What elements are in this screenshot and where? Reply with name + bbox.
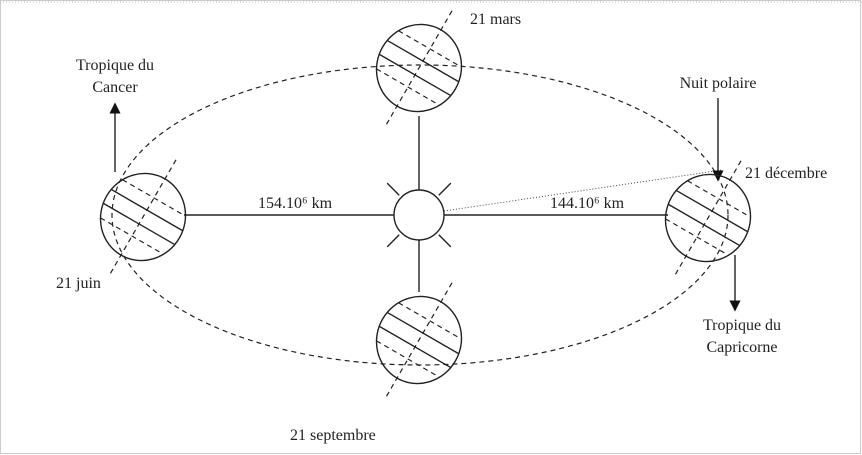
earth bbox=[375, 10, 463, 126]
sun-ray bbox=[386, 182, 400, 196]
label-capricorn: Capricorne bbox=[706, 339, 777, 356]
earth-axis bbox=[385, 282, 453, 398]
earth bbox=[664, 160, 752, 276]
label-distance: 154.10⁶ km bbox=[258, 195, 333, 212]
earth-stripe bbox=[100, 217, 164, 255]
earth bbox=[375, 282, 463, 398]
sun-ray bbox=[438, 182, 452, 196]
earth-axis bbox=[109, 159, 177, 275]
earth-stripe bbox=[376, 68, 440, 106]
sun-ray-line bbox=[443, 169, 723, 212]
sun bbox=[386, 182, 452, 248]
sun-ray bbox=[386, 234, 400, 248]
label-march: 21 mars bbox=[470, 11, 521, 28]
earth-axis bbox=[385, 10, 453, 126]
label-september: 21 septembre bbox=[290, 427, 376, 444]
orbit bbox=[111, 64, 729, 366]
earth-stripe bbox=[687, 180, 751, 218]
label-polar-night: Nuit polaire bbox=[680, 75, 757, 92]
earth-stripe bbox=[398, 302, 462, 340]
earth-axis bbox=[674, 160, 742, 276]
label-june: 21 juin bbox=[56, 275, 101, 292]
label-december: 21 décembre bbox=[745, 165, 827, 182]
label-cancer: Tropique du bbox=[76, 57, 154, 74]
label-cancer: Cancer bbox=[92, 79, 138, 96]
earth-stripe bbox=[665, 218, 729, 256]
earth-stripe bbox=[376, 340, 440, 378]
sun-ray bbox=[438, 234, 452, 248]
label-distance: 144.10⁶ km bbox=[550, 195, 625, 212]
earth-stripe bbox=[398, 30, 462, 68]
earth-stripe bbox=[122, 179, 186, 217]
earth bbox=[99, 159, 187, 275]
label-capricorn: Tropique du bbox=[703, 317, 781, 334]
